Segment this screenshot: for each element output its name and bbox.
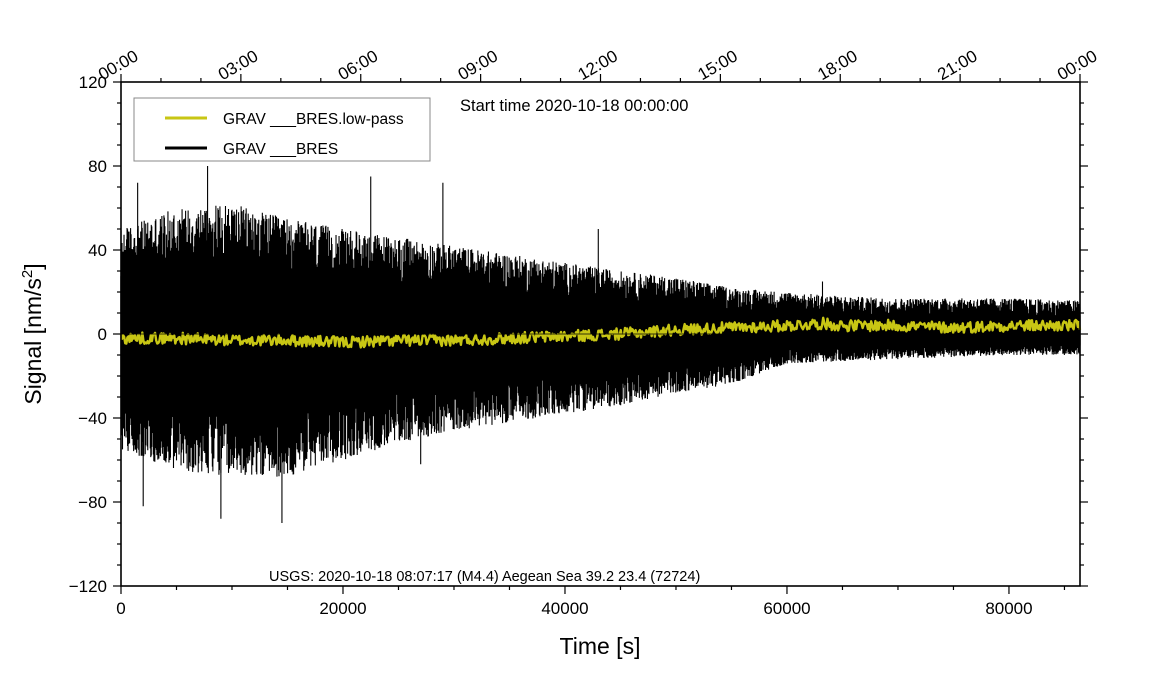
y-tick-label: 0 bbox=[98, 325, 107, 344]
y-tick-label: 80 bbox=[88, 157, 107, 176]
y-tick-label: −80 bbox=[78, 493, 107, 512]
legend: GRAV ___BRES.low-pass GRAV ___BRES bbox=[133, 97, 431, 162]
y-tick-label: −120 bbox=[69, 577, 107, 596]
y-tick-label: −40 bbox=[78, 409, 107, 428]
y-tick-label: 40 bbox=[88, 241, 107, 260]
x-tick-label: 20000 bbox=[319, 599, 366, 618]
legend-label-raw: GRAV ___BRES bbox=[223, 141, 338, 158]
event-label: USGS: 2020-10-18 08:07:17 (M4.4) Aegean … bbox=[269, 569, 700, 585]
legend-box bbox=[133, 97, 431, 162]
lowpass-trace bbox=[119, 316, 1082, 349]
y-axis-title: Signal [nm/s2] bbox=[19, 263, 46, 404]
x-tick-label: 0 bbox=[116, 599, 125, 618]
axis-ticks bbox=[113, 74, 1088, 594]
x-axis-title: Time [s] bbox=[560, 633, 641, 659]
x-tick-label: 40000 bbox=[541, 599, 588, 618]
y-tick-label: 120 bbox=[79, 73, 107, 92]
x-tick-label: 80000 bbox=[985, 599, 1032, 618]
x-tick-label: 60000 bbox=[763, 599, 810, 618]
lowpass-series bbox=[119, 316, 1082, 349]
start-time-label: Start time 2020-10-18 00:00:00 bbox=[460, 97, 688, 115]
legend-label-lowpass: GRAV ___BRES.low-pass bbox=[223, 111, 404, 128]
